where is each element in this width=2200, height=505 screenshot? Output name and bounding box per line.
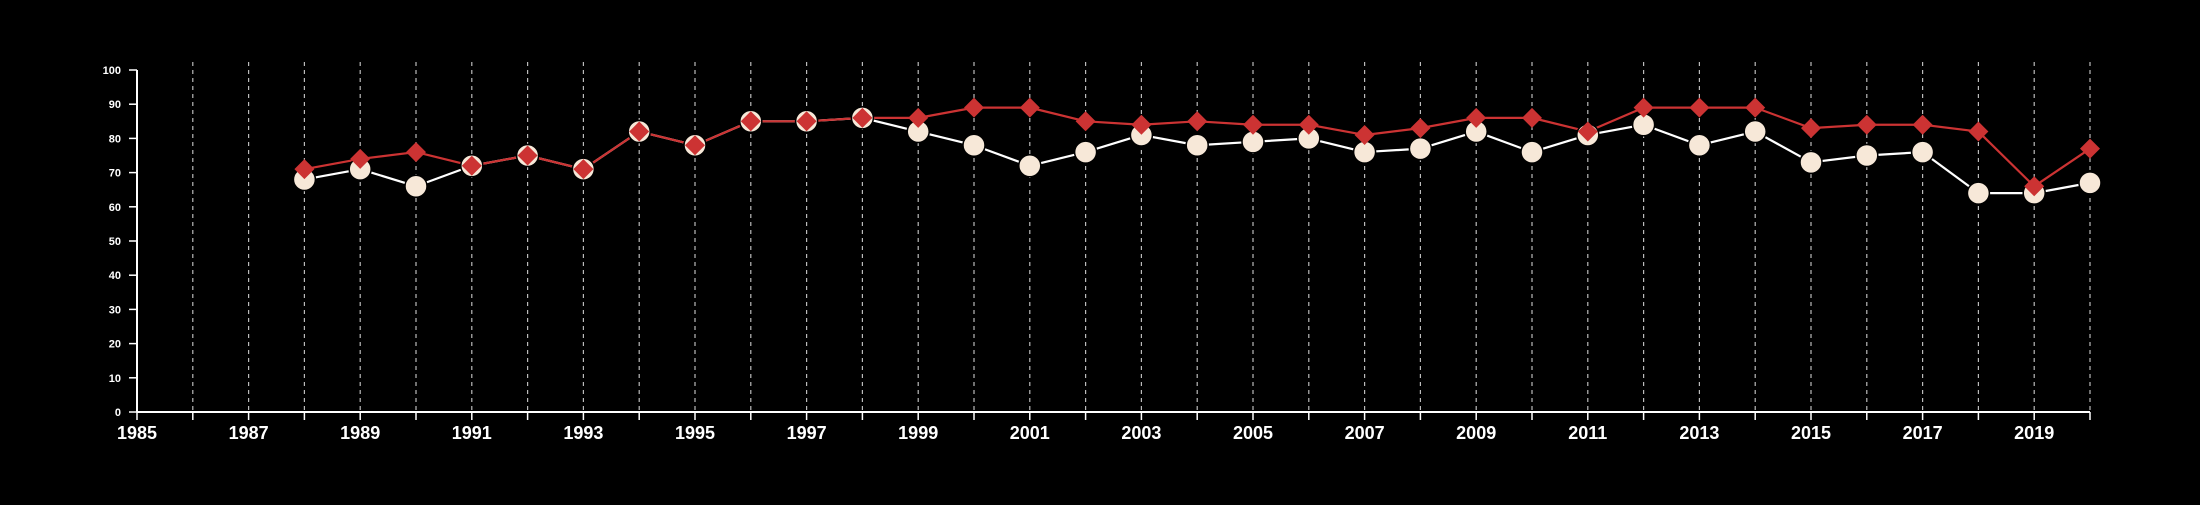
series-2-point-1999 bbox=[908, 107, 929, 128]
series-2-point-1994 bbox=[629, 121, 650, 142]
series-2-point-1996 bbox=[740, 111, 761, 132]
series-2-point-2015 bbox=[1801, 118, 1821, 139]
x-tick-label-1993: 1993 bbox=[563, 423, 603, 443]
series-2-point-2013 bbox=[1689, 97, 1710, 118]
series-2-point-2000 bbox=[964, 97, 984, 118]
x-tick-label-2013: 2013 bbox=[1679, 423, 1719, 443]
series-2-point-2003 bbox=[1131, 114, 1152, 135]
x-tick-label-1999: 1999 bbox=[898, 423, 938, 443]
series-1-point-2014 bbox=[1743, 119, 1767, 144]
y-tick-label-80: 80 bbox=[109, 133, 121, 145]
y-tick-label-90: 90 bbox=[109, 99, 121, 111]
y-tick-label-30: 30 bbox=[109, 304, 121, 316]
series-1-point-2008 bbox=[1408, 136, 1433, 161]
series-2-point-2002 bbox=[1075, 111, 1096, 132]
x-tick-label-1995: 1995 bbox=[675, 423, 715, 443]
series-1-point-2015 bbox=[1799, 150, 1823, 175]
series-1-point-1990 bbox=[404, 174, 428, 199]
x-tick-label-2017: 2017 bbox=[1903, 423, 1943, 443]
y-tick-label-20: 20 bbox=[109, 339, 121, 351]
y-tick-label-10: 10 bbox=[109, 373, 121, 385]
x-tick-label-1985: 1985 bbox=[117, 423, 157, 443]
x-tick-label-2005: 2005 bbox=[1233, 423, 1273, 443]
series-2-point-2009 bbox=[1466, 107, 1487, 128]
series-2-point-2007 bbox=[1354, 124, 1375, 145]
series-2-point-2004 bbox=[1187, 111, 1208, 132]
series-1-point-2018 bbox=[1966, 181, 1991, 205]
series-2-point-2012 bbox=[1633, 97, 1654, 118]
x-tick-label-2011: 2011 bbox=[1568, 423, 1607, 443]
series-2-point-1995 bbox=[685, 135, 705, 156]
series-2-point-2020 bbox=[2080, 138, 2100, 159]
series-2-point-1992 bbox=[517, 145, 538, 166]
x-tick-label-2001: 2001 bbox=[1010, 423, 1050, 443]
series-1-point-2004 bbox=[1185, 133, 1209, 157]
y-tick-label-70: 70 bbox=[109, 168, 121, 180]
series-2-point-2011 bbox=[1577, 121, 1598, 142]
x-tick-label-1997: 1997 bbox=[787, 423, 827, 443]
y-tick-label-40: 40 bbox=[109, 270, 121, 282]
y-tick-label-50: 50 bbox=[109, 236, 121, 248]
x-tick-label-1989: 1989 bbox=[340, 423, 380, 443]
series-2-point-1990 bbox=[406, 142, 426, 163]
y-tick-label-60: 60 bbox=[109, 202, 121, 214]
y-tick-label-100: 100 bbox=[103, 65, 121, 77]
series-2-point-1997 bbox=[796, 111, 817, 132]
series-1-point-2001 bbox=[1018, 154, 1042, 178]
series-2-point-2010 bbox=[1522, 107, 1542, 128]
x-tick-label-2019: 2019 bbox=[2014, 423, 2054, 443]
x-tick-label-1991: 1991 bbox=[452, 423, 492, 443]
series-2-point-1988 bbox=[294, 159, 315, 180]
series-markers bbox=[292, 97, 2102, 205]
series-2-point-2018 bbox=[1968, 121, 1989, 142]
y-tick-label-0: 0 bbox=[115, 407, 121, 419]
x-tick-label-2003: 2003 bbox=[1121, 423, 1161, 443]
axes: 0 10 20 30 40 50 60 70 80 90 100 1985 1987 1989 1991 19… bbox=[103, 65, 2091, 443]
series-1-point-2017 bbox=[1910, 140, 1935, 164]
series-1-point-2000 bbox=[962, 133, 986, 157]
x-tick-label-2007: 2007 bbox=[1345, 423, 1385, 443]
x-tick-label-1987: 1987 bbox=[229, 423, 269, 443]
series-2-point-2019 bbox=[2024, 176, 2045, 197]
series-2-point-2008 bbox=[1410, 118, 1431, 139]
x-tick-label-2015: 2015 bbox=[1791, 423, 1831, 443]
series-1-point-2013 bbox=[1687, 133, 1712, 157]
series-2-point-2005 bbox=[1243, 114, 1263, 135]
x-tick-label-2009: 2009 bbox=[1456, 423, 1496, 443]
series-2-point-2016 bbox=[1856, 114, 1877, 135]
series-2-point-1989 bbox=[350, 148, 371, 169]
series-2-point-2001 bbox=[1019, 97, 1040, 118]
series-1-point-2016 bbox=[1855, 143, 1879, 168]
series-2-point-2006 bbox=[1298, 114, 1319, 135]
series-1-point-2002 bbox=[1073, 140, 1098, 164]
series-2-point-1993 bbox=[573, 159, 594, 180]
series-2-point-2017 bbox=[1912, 114, 1933, 135]
series-2-point-2014 bbox=[1745, 97, 1766, 118]
series-2-point-1991 bbox=[461, 155, 482, 176]
series-1-point-2020 bbox=[2078, 171, 2102, 195]
series-1-point-2010 bbox=[1520, 140, 1544, 164]
series-2-point-1998 bbox=[852, 107, 873, 128]
